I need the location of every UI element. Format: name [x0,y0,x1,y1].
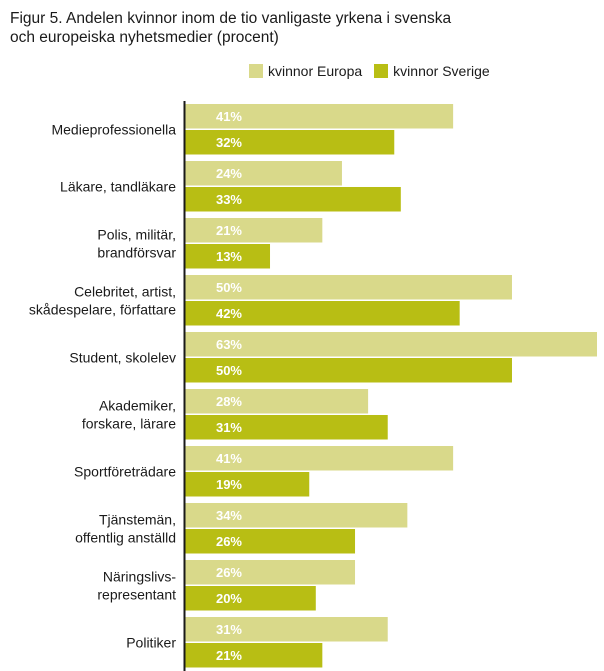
category-label-4-line-2: skådespelare, författare [29,301,176,317]
value-label-sverige-9: 20% [216,591,242,606]
category-label-9-line-2: representant [97,586,176,602]
category-label-6-line-1: Akademiker, [99,397,176,413]
value-label-europa-1: 41% [216,109,242,124]
bar-europa-8 [185,503,408,528]
legend-item-sverige: kvinnor Sverige [374,63,490,79]
value-label-sverige-4: 42% [216,306,242,321]
bar-sverige-1 [185,130,395,155]
bar-sverige-4 [185,301,460,326]
value-label-sverige-2: 33% [216,192,242,207]
bar-sverige-2 [185,187,401,212]
category-label-8-line-1: Tjänstemän, [99,511,176,527]
bar-europa-1 [185,104,454,129]
bar-sverige-8 [185,529,356,554]
category-label-6-line-2: forskare, lärare [82,415,176,431]
value-label-sverige-8: 26% [216,534,242,549]
category-label-10: Politiker [126,634,176,650]
bar-sverige-10 [185,643,323,668]
value-label-sverige-10: 21% [216,648,242,663]
legend-swatch-europa [249,64,263,78]
category-label-4-line-1: Celebritet, artist, [74,283,176,299]
category-label-5: Student, skolelev [69,349,176,365]
category-label-8-line-2: offentlig anställd [75,529,176,545]
chart-title: Figur 5. Andelen kvinnor inom de tio van… [10,9,590,47]
category-label-9-line-1: Näringslivs- [103,568,176,584]
value-label-europa-2: 24% [216,166,242,181]
bar-europa-3 [185,218,323,243]
chart-title-line-1: Figur 5. Andelen kvinnor inom de tio van… [10,10,452,27]
value-label-sverige-6: 31% [216,420,242,435]
value-label-europa-4: 50% [216,280,242,295]
value-label-europa-7: 41% [216,451,242,466]
value-label-sverige-7: 19% [216,477,242,492]
bar-europa-2 [185,161,342,186]
value-label-europa-3: 21% [216,223,242,238]
value-label-europa-8: 34% [216,508,242,523]
chart-title-line-2: och europeiska nyhetsmedier (procent) [10,29,279,46]
bar-europa-10 [185,617,388,642]
value-label-sverige-1: 32% [216,135,242,150]
bar-europa-6 [185,389,369,414]
category-label-7: Sportföreträdare [74,463,176,479]
value-label-europa-6: 28% [216,394,242,409]
bar-europa-4 [185,275,512,300]
value-label-sverige-3: 13% [216,249,242,264]
category-label-3-line-2: brandförsvar [97,244,176,260]
value-label-europa-5: 63% [216,337,242,352]
value-label-europa-9: 26% [216,565,242,580]
bar-sverige-3 [185,244,271,269]
value-label-sverige-5: 50% [216,363,242,378]
legend-label-sverige: kvinnor Sverige [393,63,490,79]
legend-swatch-sverige [374,64,389,78]
category-label-2: Läkare, tandläkare [60,178,176,194]
category-label-1: Medieprofessionella [51,121,176,137]
bar-europa-7 [185,446,454,471]
category-label-3-line-1: Polis, militär, [97,226,176,242]
legend-item-europa: kvinnor Europa [249,63,362,79]
legend: kvinnor Europa kvinnor Sverige [249,63,502,79]
legend-label-europa: kvinnor Europa [268,63,363,79]
bar-europa-9 [185,560,356,585]
bar-sverige-6 [185,415,388,440]
bar-sverige-7 [185,472,310,497]
value-label-europa-10: 31% [216,622,242,637]
bar-europa-5 [185,332,597,357]
bar-sverige-9 [185,586,316,611]
bar-sverige-5 [185,358,512,383]
